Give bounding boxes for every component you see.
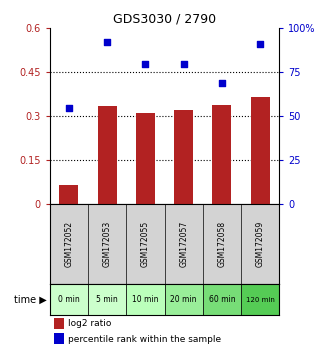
Point bbox=[105, 40, 110, 45]
Text: percentile rank within the sample: percentile rank within the sample bbox=[68, 335, 221, 344]
Bar bbox=[251, 97, 270, 204]
Text: GSM172053: GSM172053 bbox=[103, 221, 112, 267]
Point bbox=[181, 61, 186, 66]
Text: GSM172052: GSM172052 bbox=[65, 221, 74, 267]
Point bbox=[257, 41, 263, 47]
Text: GSM172059: GSM172059 bbox=[256, 221, 265, 267]
Bar bbox=[126, 284, 164, 315]
Text: GSM172058: GSM172058 bbox=[217, 221, 226, 267]
Text: 120 min: 120 min bbox=[246, 297, 274, 303]
Text: GSM172057: GSM172057 bbox=[179, 221, 188, 267]
Text: 60 min: 60 min bbox=[209, 295, 235, 304]
Bar bbox=[203, 284, 241, 315]
Text: log2 ratio: log2 ratio bbox=[68, 319, 111, 328]
Bar bbox=[59, 185, 78, 204]
Text: time ▶: time ▶ bbox=[14, 295, 47, 305]
Bar bbox=[50, 284, 88, 315]
Point bbox=[143, 61, 148, 66]
Bar bbox=[54, 333, 64, 344]
Point bbox=[66, 105, 72, 110]
Bar bbox=[212, 105, 231, 204]
Bar bbox=[98, 106, 117, 204]
Bar bbox=[164, 284, 203, 315]
Text: 5 min: 5 min bbox=[96, 295, 118, 304]
Bar bbox=[174, 110, 193, 204]
Bar bbox=[54, 318, 64, 329]
Text: 20 min: 20 min bbox=[170, 295, 197, 304]
Text: 10 min: 10 min bbox=[132, 295, 159, 304]
Bar bbox=[241, 284, 279, 315]
Text: 0 min: 0 min bbox=[58, 295, 80, 304]
Bar bbox=[88, 284, 126, 315]
Bar bbox=[136, 113, 155, 204]
Title: GDS3030 / 2790: GDS3030 / 2790 bbox=[113, 13, 216, 26]
Point bbox=[219, 80, 224, 86]
Text: GSM172055: GSM172055 bbox=[141, 221, 150, 267]
